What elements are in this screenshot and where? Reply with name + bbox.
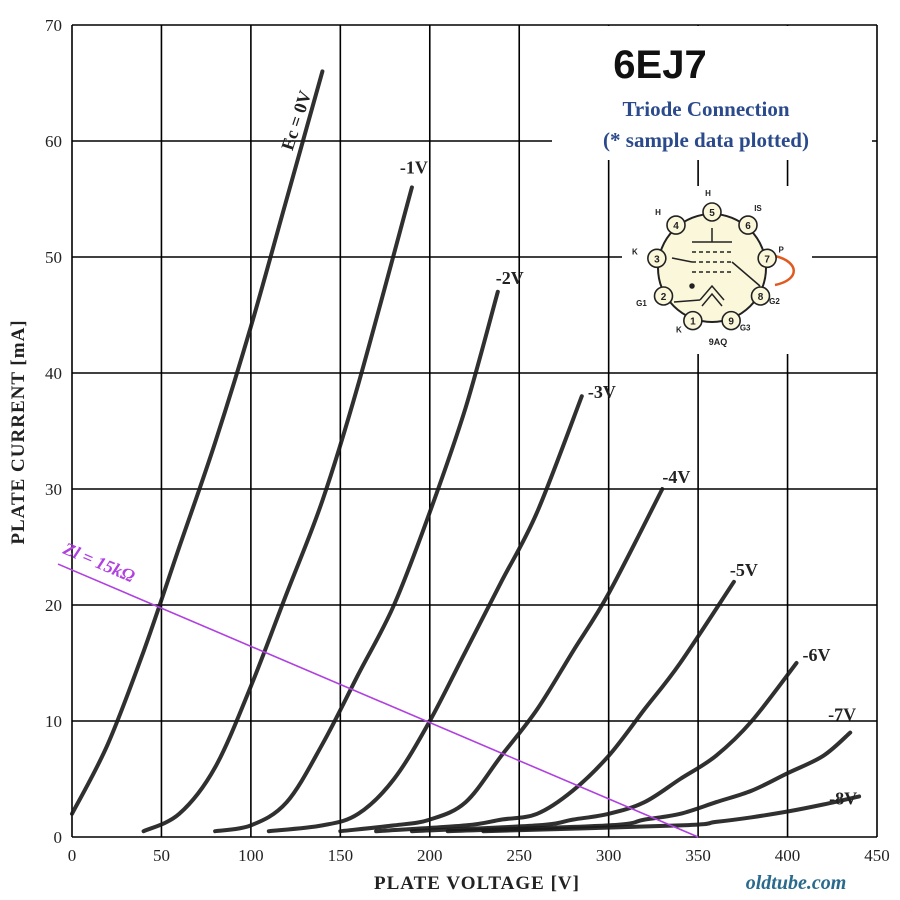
curve-series-8 — [481, 794, 862, 834]
chart-title: 6EJ7 — [613, 43, 706, 87]
pin-label: H — [705, 189, 711, 198]
pin-number: 8 — [758, 292, 764, 303]
curve-series-2 — [213, 289, 500, 834]
pin-5 — [702, 202, 722, 222]
title-backdrop — [552, 26, 872, 160]
series-label-8: -8V — [829, 788, 857, 808]
watermark: oldtube.com — [746, 872, 847, 894]
x-tick-label: 200 — [417, 846, 443, 865]
y-tick-label: 60 — [45, 132, 62, 151]
pin-3 — [647, 248, 667, 269]
pin-number: 7 — [764, 254, 770, 265]
curve-series-7 — [445, 730, 853, 834]
subtitle-line-2: (* sample data plotted) — [603, 128, 809, 152]
curve-series-3 — [266, 394, 584, 834]
pin-2 — [653, 286, 674, 306]
y-tick-label: 50 — [45, 248, 62, 267]
pin-label: G3 — [740, 324, 751, 333]
pin-6 — [738, 215, 758, 235]
series-label-2: -2V — [496, 268, 524, 288]
pin-7 — [757, 248, 777, 269]
series-label-4: -4V — [662, 467, 690, 487]
pin-label: H — [655, 208, 661, 217]
subtitle-line-1: Triode Connection — [622, 97, 789, 121]
load-line-group: Zl = 15kΩ — [57, 538, 699, 838]
series-label-3: -3V — [588, 382, 616, 402]
x-tick-label: 250 — [506, 846, 532, 865]
pin-number: 6 — [745, 221, 751, 232]
pin-label: G1 — [636, 299, 647, 308]
load-line — [57, 563, 699, 838]
x-tick-label: 0 — [68, 846, 77, 865]
plate-screen-strap — [774, 254, 795, 287]
x-axis-title: PLATE VOLTAGE [V] — [374, 873, 580, 894]
x-tick-label: 50 — [153, 846, 170, 865]
curve-series-1 — [141, 185, 414, 834]
pin-label: K — [632, 247, 638, 256]
series-label-5: -5V — [730, 560, 758, 580]
y-tick-label: 10 — [45, 712, 62, 731]
pin-1 — [683, 310, 703, 331]
series-label-7: -7V — [828, 705, 856, 725]
pin-number: 2 — [661, 292, 667, 303]
pin-label: K — [676, 326, 682, 335]
x-tick-label: 350 — [685, 846, 711, 865]
x-tick-label: 400 — [775, 846, 801, 865]
base-code-label: 9AQ — [709, 337, 728, 347]
x-tick-label: 150 — [328, 846, 354, 865]
tick-labels: 0 50 100 150 200 250 300 350 400 450 0 10 20 30 40 50 60… — [45, 16, 890, 865]
y-tick-label: 30 — [45, 480, 62, 499]
curve-series-0 — [70, 69, 325, 816]
curve-series-6 — [409, 661, 799, 834]
x-tick-label: 100 — [238, 846, 264, 865]
y-tick-label: 70 — [45, 16, 62, 35]
curve-series-5 — [374, 579, 736, 834]
y-axis-title: PLATE CURRENT [mA] — [8, 319, 29, 544]
tube-internals — [671, 228, 761, 307]
pin-number: 5 — [709, 208, 715, 219]
series-label-1: -1V — [400, 157, 428, 177]
pin-number: 1 — [690, 317, 696, 328]
x-tick-label: 300 — [596, 846, 622, 865]
curve-series-4 — [338, 487, 665, 834]
grid — [71, 24, 878, 838]
x-tick-label: 450 — [864, 846, 890, 865]
pin-number: 9 — [728, 317, 734, 328]
pin-number: 3 — [654, 254, 660, 265]
series-label-6: -6V — [803, 645, 831, 665]
plate-curves — [70, 69, 862, 834]
y-tick-label: 20 — [45, 596, 62, 615]
pin-9 — [721, 310, 741, 331]
y-tick-label: 40 — [45, 364, 62, 383]
y-tick-label: 0 — [54, 828, 63, 847]
pin-label: IS — [754, 204, 762, 213]
pin-4 — [666, 215, 686, 235]
pin-label: P — [778, 245, 784, 254]
pin-8 — [750, 286, 771, 306]
pin-label: G2 — [769, 297, 780, 306]
pin-number: 4 — [673, 221, 679, 232]
